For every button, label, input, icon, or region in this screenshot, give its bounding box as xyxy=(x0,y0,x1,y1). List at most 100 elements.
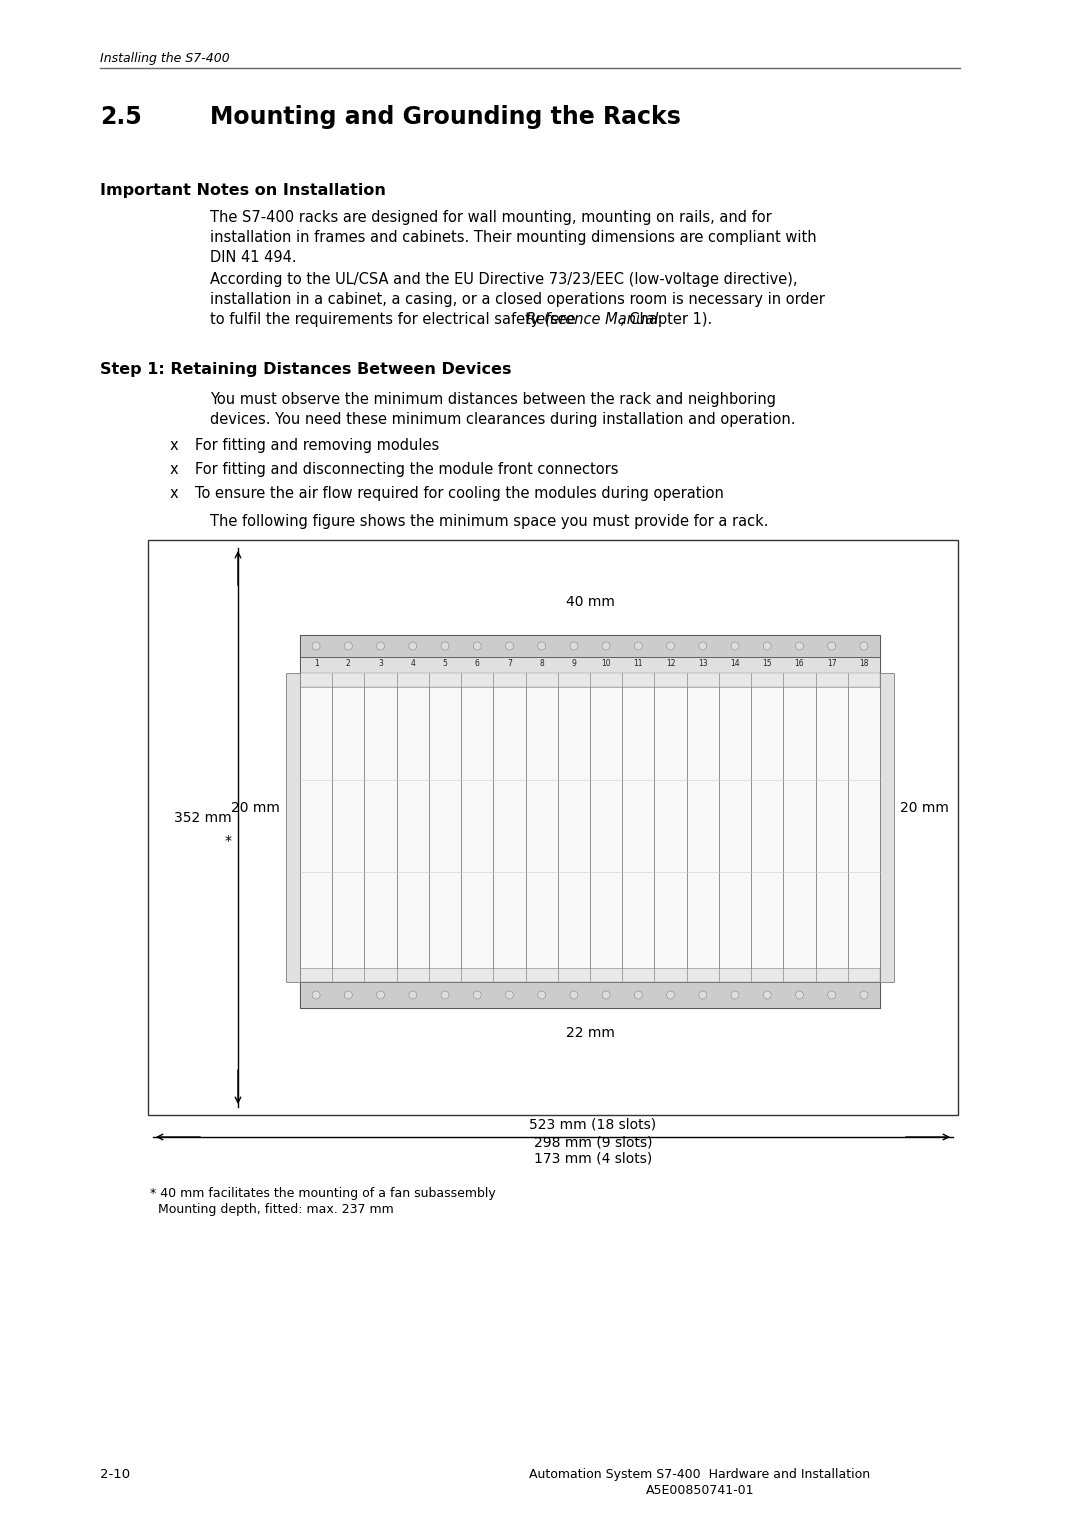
Text: According to the UL/CSA and the EU Directive 73/23/EEC (low-voltage directive),: According to the UL/CSA and the EU Direc… xyxy=(210,272,797,287)
Bar xyxy=(494,687,526,968)
Text: 18: 18 xyxy=(859,660,868,667)
Text: installation in a cabinet, a casing, or a closed operations room is necessary in: installation in a cabinet, a casing, or … xyxy=(210,292,825,307)
Bar xyxy=(364,687,396,968)
Bar xyxy=(148,541,958,1115)
Text: Step 1: Retaining Distances Between Devices: Step 1: Retaining Distances Between Devi… xyxy=(100,362,512,377)
Bar xyxy=(622,687,654,968)
Text: 523 mm (18 slots): 523 mm (18 slots) xyxy=(529,1118,657,1132)
Bar xyxy=(848,687,880,968)
Text: 20 mm: 20 mm xyxy=(900,800,949,814)
Text: 14: 14 xyxy=(730,660,740,667)
Circle shape xyxy=(345,991,352,999)
Bar xyxy=(590,687,622,968)
Text: 3: 3 xyxy=(378,660,383,667)
Text: 298 mm (9 slots): 298 mm (9 slots) xyxy=(534,1135,652,1148)
Text: DIN 41 494.: DIN 41 494. xyxy=(210,250,297,266)
Text: The S7-400 racks are designed for wall mounting, mounting on rails, and for: The S7-400 racks are designed for wall m… xyxy=(210,211,772,224)
Circle shape xyxy=(312,991,320,999)
Circle shape xyxy=(345,641,352,651)
Bar xyxy=(751,687,783,968)
Text: to fulfil the requirements for electrical safety (see: to fulfil the requirements for electrica… xyxy=(210,312,580,327)
Text: 10: 10 xyxy=(602,660,611,667)
Circle shape xyxy=(538,991,545,999)
Text: For fitting and removing modules: For fitting and removing modules xyxy=(195,438,440,454)
Text: x: x xyxy=(170,486,178,501)
Text: 13: 13 xyxy=(698,660,707,667)
Circle shape xyxy=(860,991,868,999)
Text: To ensure the air flow required for cooling the modules during operation: To ensure the air flow required for cool… xyxy=(195,486,724,501)
Text: devices. You need these minimum clearances during installation and operation.: devices. You need these minimum clearanc… xyxy=(210,412,796,428)
Bar xyxy=(687,687,719,968)
Circle shape xyxy=(505,641,513,651)
Circle shape xyxy=(731,641,739,651)
Bar xyxy=(461,687,494,968)
Bar xyxy=(880,673,894,982)
Circle shape xyxy=(570,641,578,651)
Bar xyxy=(300,635,880,657)
Bar xyxy=(526,687,557,968)
Circle shape xyxy=(408,641,417,651)
Circle shape xyxy=(312,641,320,651)
Text: 15: 15 xyxy=(762,660,772,667)
Bar xyxy=(300,635,880,1008)
Text: 2-10: 2-10 xyxy=(100,1467,130,1481)
Text: 22 mm: 22 mm xyxy=(566,1026,615,1040)
Text: Important Notes on Installation: Important Notes on Installation xyxy=(100,183,386,199)
Text: 9: 9 xyxy=(571,660,577,667)
Circle shape xyxy=(473,641,482,651)
Text: Mounting depth, fitted: max. 237 mm: Mounting depth, fitted: max. 237 mm xyxy=(150,1203,394,1215)
Circle shape xyxy=(764,641,771,651)
Circle shape xyxy=(634,991,643,999)
Text: 4: 4 xyxy=(410,660,415,667)
Bar xyxy=(300,657,880,673)
Bar xyxy=(300,968,880,982)
Circle shape xyxy=(570,991,578,999)
Circle shape xyxy=(731,991,739,999)
Text: x: x xyxy=(170,463,178,476)
Text: , Chapter 1).: , Chapter 1). xyxy=(620,312,712,327)
Circle shape xyxy=(699,991,706,999)
Text: The following figure shows the minimum space you must provide for a rack.: The following figure shows the minimum s… xyxy=(210,515,769,528)
Circle shape xyxy=(666,641,675,651)
Text: 352 mm: 352 mm xyxy=(174,811,232,825)
Text: 1: 1 xyxy=(313,660,319,667)
Circle shape xyxy=(377,991,384,999)
Circle shape xyxy=(473,991,482,999)
Circle shape xyxy=(827,641,836,651)
Text: Automation System S7-400  Hardware and Installation: Automation System S7-400 Hardware and In… xyxy=(529,1467,870,1481)
Text: 17: 17 xyxy=(827,660,837,667)
Text: You must observe the minimum distances between the rack and neighboring: You must observe the minimum distances b… xyxy=(210,392,777,408)
Circle shape xyxy=(441,641,449,651)
Bar xyxy=(286,673,300,982)
Circle shape xyxy=(603,641,610,651)
Bar xyxy=(654,687,687,968)
Bar xyxy=(557,687,590,968)
Bar xyxy=(429,687,461,968)
Text: 6: 6 xyxy=(475,660,480,667)
Text: 7: 7 xyxy=(507,660,512,667)
Text: 12: 12 xyxy=(665,660,675,667)
Text: 2: 2 xyxy=(346,660,351,667)
Circle shape xyxy=(699,641,706,651)
Text: *: * xyxy=(225,834,232,849)
Circle shape xyxy=(796,641,804,651)
Text: 16: 16 xyxy=(795,660,805,667)
Bar xyxy=(396,687,429,968)
Circle shape xyxy=(666,991,675,999)
Text: 20 mm: 20 mm xyxy=(231,800,280,814)
Bar xyxy=(300,687,333,968)
Text: Reference Manual: Reference Manual xyxy=(526,312,659,327)
Text: 40 mm: 40 mm xyxy=(566,596,615,609)
Circle shape xyxy=(860,641,868,651)
Circle shape xyxy=(764,991,771,999)
Circle shape xyxy=(827,991,836,999)
Text: Mounting and Grounding the Racks: Mounting and Grounding the Racks xyxy=(210,105,680,128)
Circle shape xyxy=(796,991,804,999)
Bar xyxy=(783,687,815,968)
Circle shape xyxy=(603,991,610,999)
Text: 8: 8 xyxy=(539,660,544,667)
Circle shape xyxy=(505,991,513,999)
Text: Installing the S7-400: Installing the S7-400 xyxy=(100,52,230,66)
Circle shape xyxy=(441,991,449,999)
Text: 173 mm (4 slots): 173 mm (4 slots) xyxy=(534,1151,652,1167)
